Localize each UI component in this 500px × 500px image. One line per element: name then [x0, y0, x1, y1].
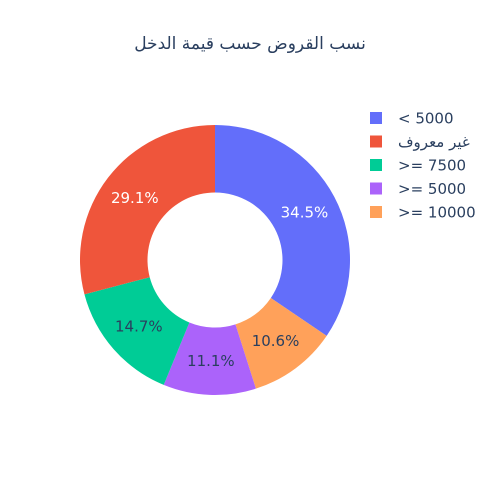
legend-label: >= 5000 — [398, 180, 466, 198]
legend-swatch — [370, 182, 382, 195]
legend-swatch — [370, 159, 382, 171]
legend-swatch — [370, 112, 382, 124]
legend-label: غير معروف — [398, 133, 470, 151]
donut-slice[interactable] — [80, 125, 215, 295]
legend-label: < 5000 — [398, 110, 454, 128]
legend-item[interactable]: >= 5000 — [370, 180, 466, 198]
slice-value-label: 10.6% — [252, 332, 300, 350]
slice-labels-group: 34.5% 10.6% 11.1% 14.7% 29.1% — [111, 189, 328, 370]
donut-slice[interactable] — [235, 297, 327, 389]
legend-swatch — [370, 135, 382, 148]
legend-label: >= 10000 — [398, 204, 476, 222]
donut-slice[interactable] — [84, 277, 190, 385]
slice-value-label: 29.1% — [111, 189, 159, 207]
slices-group — [80, 125, 350, 396]
slice-value-label: 14.7% — [115, 318, 163, 336]
donut-slice[interactable] — [215, 125, 350, 336]
legend-swatch — [370, 206, 382, 218]
slice-value-label: 34.5% — [281, 204, 329, 222]
legend-label: >= 7500 — [398, 157, 466, 175]
legend-item[interactable]: >= 10000 — [370, 204, 476, 222]
legend-item[interactable]: < 5000 — [370, 110, 454, 128]
legend-item[interactable]: >= 7500 — [370, 157, 466, 175]
chart-title: نسب القروض حسب قيمة الدخل — [134, 34, 366, 54]
legend: < 5000 غير معروف >= 7500 >= 5000 >= 10000 — [370, 110, 476, 222]
donut-slice[interactable] — [163, 322, 256, 396]
legend-item[interactable]: غير معروف — [370, 133, 470, 151]
slice-value-label: 11.1% — [187, 352, 235, 370]
